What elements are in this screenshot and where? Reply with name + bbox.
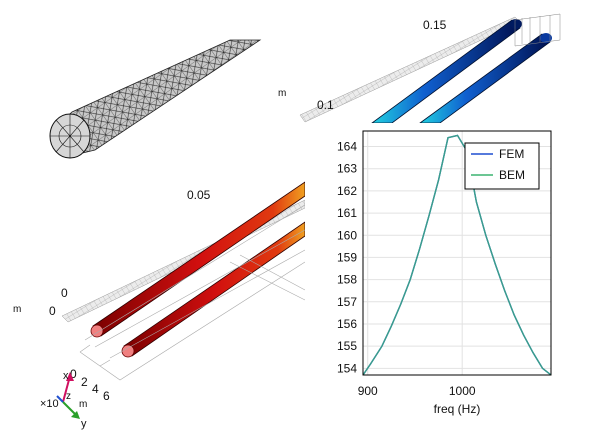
axis-label-005: 0.05 xyxy=(187,188,211,202)
y-tick-label: 161 xyxy=(337,206,357,220)
axis-unit-m-left: m xyxy=(13,304,21,315)
triad-label-z: z xyxy=(66,391,71,402)
axis-cage-top xyxy=(514,13,561,47)
x-tick-labels: 900 1000 xyxy=(358,384,476,398)
y-tick-label: 157 xyxy=(337,295,357,309)
axis-label-zero-b: 0 xyxy=(49,304,56,318)
y-tick-label: 156 xyxy=(337,317,357,331)
depth-tick-0: 0 xyxy=(70,367,77,381)
y-tick-label: 160 xyxy=(337,228,357,242)
y-tick-label: 162 xyxy=(337,184,357,198)
plot-frame xyxy=(362,130,552,376)
axis-label-015: 0.15 xyxy=(423,18,447,32)
triad-z-axis xyxy=(56,395,64,403)
triad-multiplier: ×10 xyxy=(40,398,59,410)
orientation-triad[interactable]: x y z ×10 m xyxy=(40,370,87,430)
x-tick-label: 1000 xyxy=(449,384,476,398)
y-tick-label: 159 xyxy=(337,250,357,264)
frequency-plot-panel[interactable]: 154 155 156 157 158 159 160 161 162 163 164 900 100… xyxy=(305,123,593,442)
series-line-bem xyxy=(362,134,552,376)
legend-entry-bem: BEM xyxy=(499,168,525,182)
depth-tick-6: 6 xyxy=(103,389,110,403)
x-axis-label: freq (Hz) xyxy=(434,402,481,416)
chart-series xyxy=(362,134,552,376)
axis-label-zero-a: 0 xyxy=(61,286,68,300)
axis-unit-m-top: m xyxy=(278,88,286,99)
red-rods[interactable] xyxy=(90,181,306,358)
triad-x-arrow-icon xyxy=(66,372,74,381)
blue-rods[interactable] xyxy=(370,13,561,124)
triad-y-arrow-icon xyxy=(71,411,80,419)
y-tick-label: 163 xyxy=(337,162,357,176)
y-tick-label: 154 xyxy=(337,361,357,375)
chart-grid xyxy=(363,131,551,375)
chart-legend[interactable]: FEM BEM xyxy=(464,142,540,190)
mesh-cylinder[interactable] xyxy=(49,39,262,159)
x-tick-label: 900 xyxy=(358,384,378,398)
depth-tick-4: 4 xyxy=(92,382,99,396)
depth-tick-2: 2 xyxy=(81,375,88,389)
y-tick-label: 158 xyxy=(337,273,357,287)
frequency-chart[interactable]: 154 155 156 157 158 159 160 161 162 163 164 900 100… xyxy=(305,123,593,442)
depth-axis-box xyxy=(79,204,306,381)
legend-entry-fem: FEM xyxy=(499,147,524,161)
legend-box xyxy=(464,142,540,190)
triad-label-y: y xyxy=(81,418,87,430)
triad-unit: m xyxy=(79,399,87,410)
y-tick-label: 164 xyxy=(337,140,357,154)
y-tick-label: 155 xyxy=(337,339,357,353)
triad-label-x: x xyxy=(63,370,69,382)
axis-label-01: 0.1 xyxy=(317,98,334,112)
y-tick-labels: 154 155 156 157 158 159 160 161 162 163 164 xyxy=(337,140,357,376)
